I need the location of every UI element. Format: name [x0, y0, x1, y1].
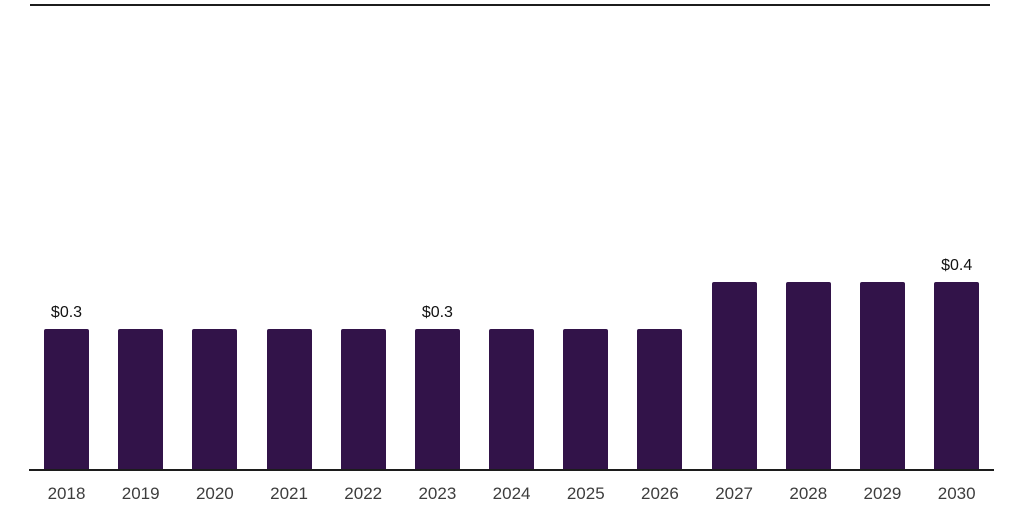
- bar-2026: [637, 329, 683, 469]
- x-tick-label-2028: 2028: [789, 484, 828, 503]
- top-divider-line: [30, 4, 990, 6]
- x-tick-label-2023: 2023: [418, 484, 457, 503]
- bar-2019: [118, 329, 164, 469]
- x-tick-label-2026: 2026: [641, 484, 679, 503]
- x-tick-label-2020: 2020: [195, 484, 234, 503]
- bar-2020: [192, 329, 238, 469]
- x-tick-label-2022: 2022: [344, 484, 383, 503]
- bar-2027: [711, 282, 757, 469]
- bar-2023: [414, 329, 460, 469]
- bar-2022: [340, 329, 386, 469]
- bar-value-label-2018: $0.3: [50, 304, 83, 321]
- x-axis-line: [29, 469, 994, 471]
- bar-2029: [859, 282, 905, 469]
- bar-2025: [563, 329, 609, 469]
- x-tick-label-2027: 2027: [715, 484, 754, 503]
- bar-2021: [266, 329, 312, 469]
- x-tick-label-2030: 2030: [937, 484, 976, 503]
- x-tick-label-2018: 2018: [47, 484, 86, 503]
- bar-2024: [489, 329, 535, 469]
- x-tick-label-2021: 2021: [270, 484, 308, 503]
- bar-2018: [44, 329, 89, 469]
- x-tick-label-2024: 2024: [492, 484, 531, 503]
- x-tick-label-2019: 2019: [121, 484, 160, 503]
- bar-value-label-2030: $0.4: [941, 257, 973, 274]
- x-tick-label-2029: 2029: [863, 484, 902, 503]
- bar-2028: [785, 282, 831, 469]
- bar-2030: [934, 282, 980, 469]
- bar-value-label-2023: $0.3: [421, 304, 453, 321]
- x-tick-label-2025: 2025: [566, 484, 605, 503]
